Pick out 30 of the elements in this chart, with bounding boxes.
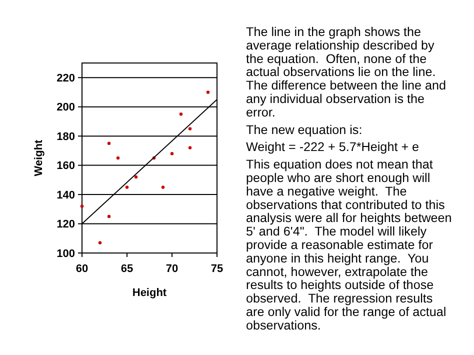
y-tick-label: 100: [56, 248, 75, 260]
point: [134, 175, 138, 179]
x-axis-title: Height: [132, 287, 167, 299]
point: [125, 186, 129, 189]
text: This equation does not mean that people who are short enough will have a negative weight. The observations that contributed to this analysis were all for heights between 5' and 6'4". The model will likely provide a reasonable estimate for anyone in this height range. You cannot, however, extrapolate the results to heights outside of those observed. The regression results are only valid for the range of actual observations.: [246, 158, 452, 332]
point: [170, 152, 174, 156]
point: [161, 186, 165, 189]
point: [206, 90, 210, 94]
y-tick-label: 140: [56, 189, 75, 202]
point: [98, 241, 102, 244]
x-tick-label: 75: [210, 263, 224, 275]
x-tick-label: 60: [76, 263, 88, 275]
y-tick-label: 200: [56, 102, 75, 114]
y-tick-label: 120: [56, 218, 75, 231]
point: [116, 156, 120, 160]
text: Weight = -222 + 5.7*Height + e: [246, 140, 420, 154]
y-tick-label: 220: [56, 72, 75, 84]
x-tick-label: 70: [166, 263, 178, 275]
point: [188, 127, 192, 130]
point: [107, 142, 111, 145]
point: [188, 146, 192, 150]
x-tick-label: 65: [120, 263, 134, 275]
text: The line in the graph shows the average relationship described by the equation. Often, none of the actual observations lie on the line. The difference between the line and any individual observation is the error.: [246, 25, 446, 120]
point: [80, 204, 84, 208]
point: [107, 214, 111, 218]
text: The new equation is:: [246, 122, 362, 137]
y-axis-title: Weight: [33, 139, 45, 176]
y-tick-label: 160: [56, 160, 75, 172]
point: [179, 112, 183, 116]
y-tick-label: 180: [56, 130, 75, 143]
